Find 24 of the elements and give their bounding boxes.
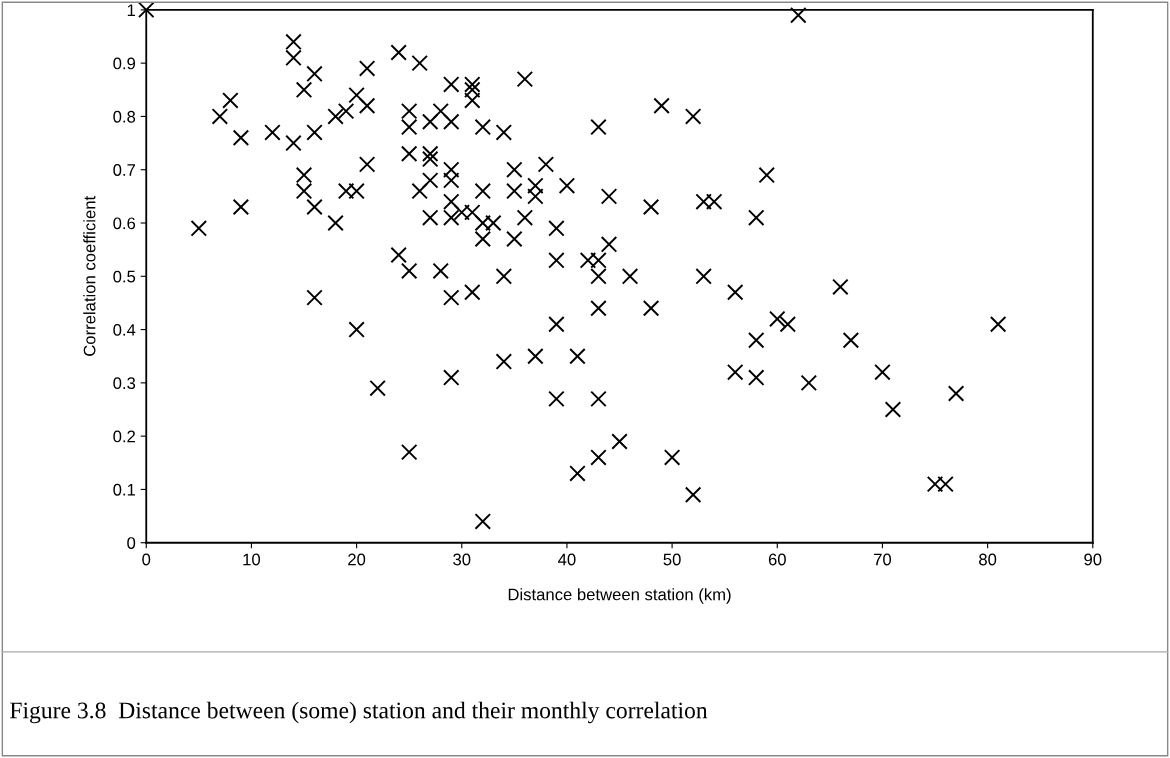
- y-tick-label: 0.2: [113, 430, 135, 443]
- y-tick-label: 0.6: [113, 217, 136, 230]
- caption: Figure 3.8 Distance between (some) station and their monthly correlation: [10, 701, 708, 724]
- y-tick-label: 1: [127, 4, 136, 16]
- y-axis-title: Correlation coefficient: [83, 195, 96, 356]
- x-tick-label: 40: [558, 553, 576, 566]
- x-tick-label: 20: [348, 553, 366, 566]
- y-tick-label: 0.5: [113, 270, 136, 283]
- y-tick-label: 0.8: [113, 110, 136, 123]
- y-tick-label: 0.7: [113, 164, 135, 176]
- x-tick-label: 60: [768, 553, 786, 566]
- y-tick-label: 0.4: [113, 323, 136, 336]
- x-tick-label: 0: [142, 553, 151, 566]
- x-tick-label: 10: [243, 553, 261, 566]
- x-tick-label: 70: [874, 553, 892, 566]
- y-tick-label: 0.9: [113, 57, 136, 70]
- x-tick-label: 30: [453, 553, 471, 566]
- x-tick-label: 90: [1084, 553, 1102, 566]
- x-tick-label: 50: [663, 553, 681, 566]
- y-tick-label: 0.1: [113, 483, 136, 496]
- x-tick-label: 80: [979, 553, 997, 566]
- x-axis-title: Distance between station (km): [508, 588, 731, 604]
- y-tick-label: 0.3: [113, 377, 136, 390]
- y-tick-label: 0: [127, 537, 136, 549]
